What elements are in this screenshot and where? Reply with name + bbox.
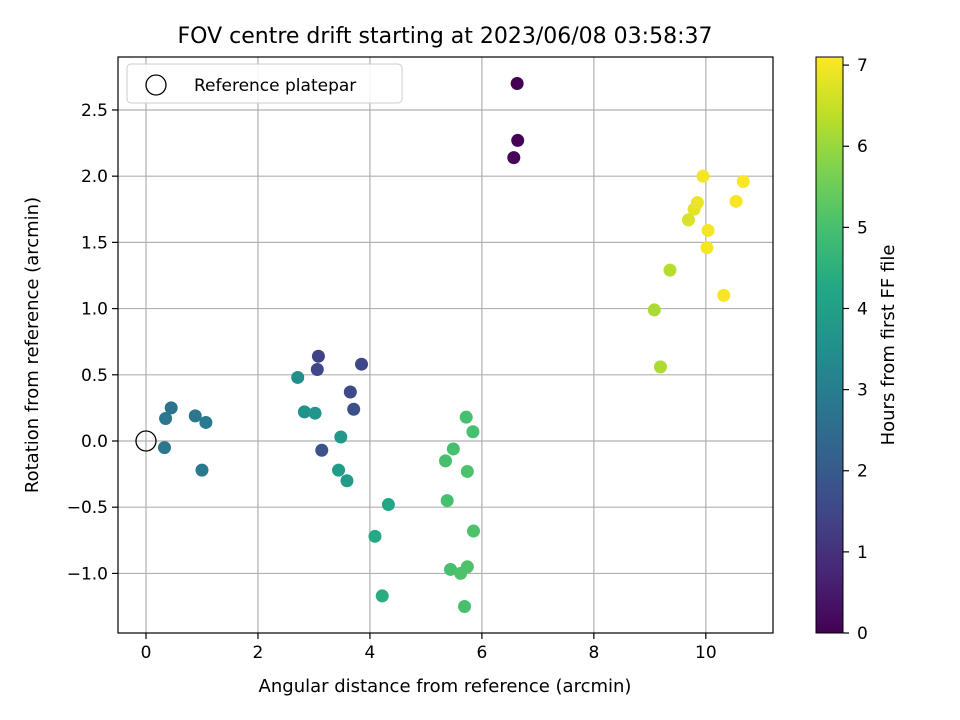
chart-title: FOV centre drift starting at 2023/06/08 …: [178, 24, 713, 49]
colorbar-gradient: [816, 57, 843, 633]
plot-frame: [117, 56, 774, 634]
y-tick-label: 2.0: [81, 167, 108, 187]
scatter-point: [507, 151, 521, 165]
scatter-point: [736, 174, 750, 188]
legend-reference-marker: [145, 74, 167, 96]
colorbar-ticks: 0 1 2 3 4 5 6 7: [843, 56, 868, 644]
colorbar-tick-label: 4: [857, 299, 868, 319]
scatter-point: [511, 133, 525, 147]
scatter-point: [343, 385, 357, 399]
colorbar-frame: [815, 56, 844, 634]
colorbar-tick-label: 2: [857, 462, 868, 482]
y-tick-label: 0.5: [81, 366, 108, 386]
scatter-point: [297, 405, 311, 419]
scatter-point: [188, 409, 202, 423]
scatter-point: [701, 223, 715, 237]
scatter-point: [439, 454, 452, 468]
colorbar-tick-label: 5: [857, 218, 868, 238]
scatter-point: [195, 463, 209, 477]
scatter-point: [700, 241, 714, 255]
scatter-point: [310, 362, 324, 376]
data-points: [157, 76, 750, 614]
colorbar-tick-label: 7: [857, 56, 868, 76]
x-tick-label: 6: [476, 643, 487, 663]
scatter-point: [334, 430, 348, 444]
y-tick-label: 1.0: [81, 300, 108, 320]
scatter-point: [729, 194, 743, 208]
x-tick-label: 2: [253, 643, 264, 663]
y-tick-label: 0.0: [81, 432, 108, 452]
y-tick-label: 2.5: [81, 101, 108, 121]
scatter-point: [311, 349, 325, 363]
scatter-point: [510, 76, 524, 90]
legend-box: [126, 63, 403, 104]
scatter-point: [690, 196, 704, 210]
grid: [118, 57, 773, 633]
scatter-point: [157, 441, 171, 455]
y-axis-label: Rotation from reference (arcmin): [22, 197, 43, 493]
x-tick-label: 10: [695, 643, 717, 663]
scatter-point: [460, 464, 474, 478]
scatter-point: [332, 463, 346, 477]
scatter-point: [446, 442, 460, 456]
scatter-point: [368, 529, 382, 543]
scatter-point: [647, 303, 661, 317]
scatter-point: [663, 263, 677, 277]
scatter-point: [315, 443, 329, 457]
colorbar-tick-label: 3: [857, 381, 868, 401]
y-tick-label: −1.0: [67, 564, 108, 584]
legend: Reference platepar: [126, 63, 403, 104]
scatter-point: [440, 494, 454, 508]
scatter-point: [717, 288, 731, 302]
colorbar: 0 1 2 3 4 5 6 7 Hours from first FF file: [815, 56, 899, 644]
scatter-point: [375, 589, 389, 603]
x-tick-label: 8: [588, 643, 599, 663]
scatter-point: [355, 357, 369, 371]
scatter-point: [466, 524, 480, 538]
scatter-point: [458, 600, 472, 614]
scatter-point: [159, 411, 173, 425]
reference-point-marker: [135, 430, 157, 452]
scatter-point: [459, 410, 473, 424]
scatter-point: [653, 360, 667, 374]
scatter-point: [164, 401, 178, 415]
scatter-point: [696, 169, 710, 183]
scatter-point: [347, 402, 361, 416]
y-axis-ticks: −1.0 −0.5 0.0 0.5 1.0 1.5 2.0 2.5: [67, 101, 118, 584]
x-tick-label: 4: [365, 643, 376, 663]
scatter-point: [291, 370, 305, 384]
x-axis-ticks: 0 2 4 6 8 10: [141, 633, 717, 663]
scatter-point: [308, 406, 322, 420]
scatter-point: [444, 562, 458, 576]
legend-entry-label: Reference platepar: [194, 76, 356, 96]
x-tick-label: 0: [141, 643, 152, 663]
colorbar-tick-label: 1: [857, 543, 868, 563]
y-tick-label: −0.5: [67, 498, 108, 518]
scatter-point: [199, 415, 213, 429]
y-tick-label: 1.5: [81, 233, 108, 253]
scatter-point: [681, 213, 695, 227]
x-axis-label: Angular distance from reference (arcmin): [259, 676, 632, 697]
scatter-point: [466, 425, 480, 439]
colorbar-label: Hours from first FF file: [878, 245, 899, 446]
colorbar-tick-label: 6: [857, 137, 868, 157]
colorbar-tick-label: 0: [857, 624, 868, 644]
scatter-point: [381, 498, 395, 512]
scatter-point: [340, 474, 354, 488]
scatter-point: [460, 560, 474, 574]
